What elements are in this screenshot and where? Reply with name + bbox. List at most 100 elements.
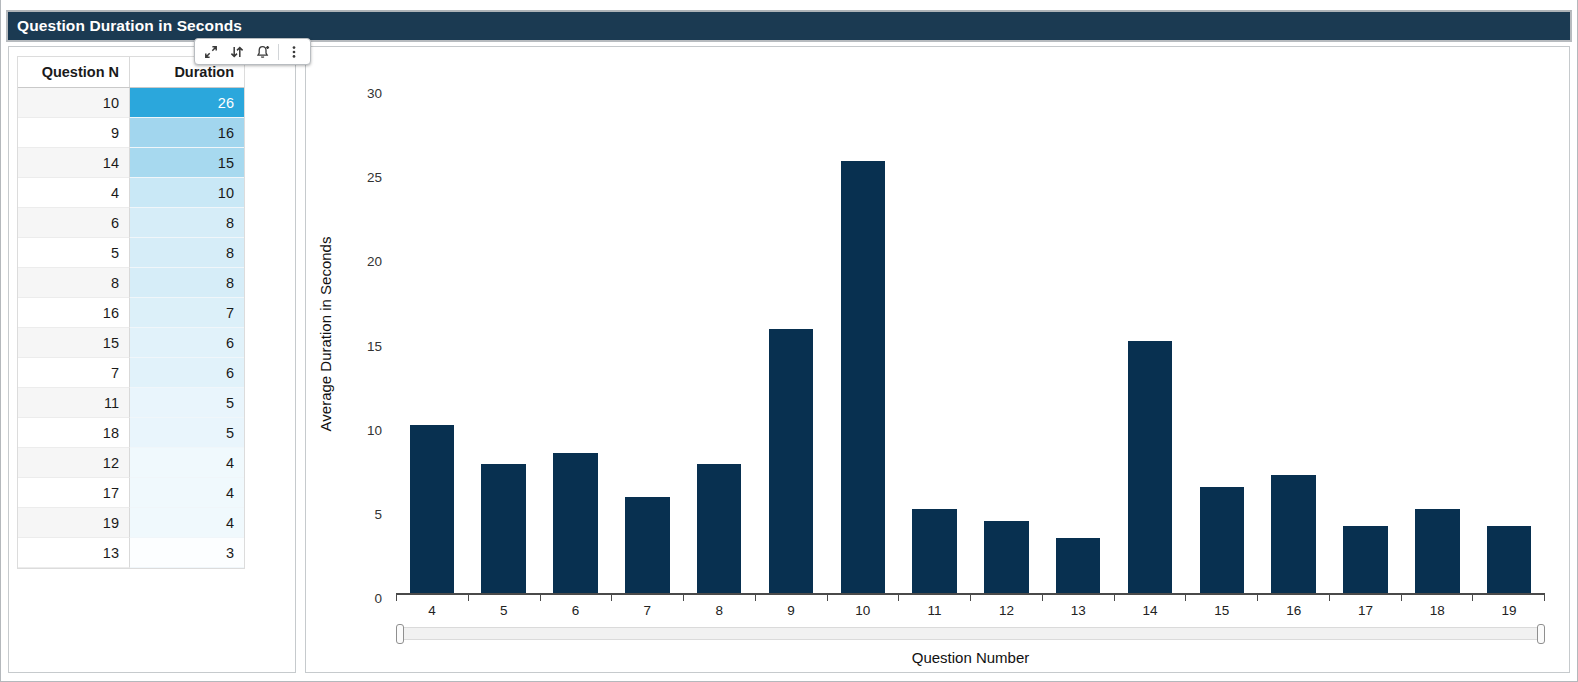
duration-cell[interactable]: 15 [130, 148, 244, 178]
bar-slot [468, 72, 540, 593]
menu-button[interactable] [283, 41, 305, 62]
duration-cell[interactable]: 8 [130, 238, 244, 268]
table-row[interactable]: 410 [18, 178, 244, 208]
question-cell[interactable]: 4 [18, 178, 130, 208]
table-row[interactable]: 68 [18, 208, 244, 238]
bar-question-4[interactable] [410, 425, 455, 593]
bar-question-10[interactable] [841, 161, 886, 593]
table-row[interactable]: 185 [18, 418, 244, 448]
bar-question-18[interactable] [1415, 509, 1460, 593]
duration-cell[interactable]: 5 [130, 388, 244, 418]
bar-question-6[interactable] [553, 453, 598, 593]
bar-slot [1401, 72, 1473, 593]
table-row[interactable]: 133 [18, 538, 244, 568]
bar-question-19[interactable] [1487, 526, 1532, 593]
maximize-button[interactable] [200, 41, 222, 62]
question-cell[interactable]: 5 [18, 238, 130, 268]
bar-question-11[interactable] [912, 509, 957, 593]
bar-question-5[interactable] [481, 464, 526, 594]
column-header-question[interactable]: Question N [18, 57, 130, 87]
bar-slot [396, 72, 468, 593]
question-cell[interactable]: 10 [18, 88, 130, 118]
table-row[interactable]: 194 [18, 508, 244, 538]
question-cell[interactable]: 15 [18, 328, 130, 358]
duration-cell[interactable]: 6 [130, 328, 244, 358]
table-row[interactable]: 88 [18, 268, 244, 298]
bar-slot [1114, 72, 1186, 593]
duration-cell[interactable]: 4 [130, 448, 244, 478]
duration-cell[interactable]: 8 [130, 208, 244, 238]
y-tick-label: 15 [367, 339, 382, 354]
x-tick-mark [1042, 595, 1114, 601]
duration-cell[interactable]: 6 [130, 358, 244, 388]
question-cell[interactable]: 18 [18, 418, 130, 448]
bar-slot [755, 72, 827, 593]
table-row[interactable]: 76 [18, 358, 244, 388]
question-cell[interactable]: 11 [18, 388, 130, 418]
question-cell[interactable]: 9 [18, 118, 130, 148]
question-cell[interactable]: 19 [18, 508, 130, 538]
sort-button[interactable] [226, 41, 248, 62]
table-row[interactable]: 58 [18, 238, 244, 268]
duration-cell[interactable]: 4 [130, 508, 244, 538]
x-tick-label: 12 [971, 603, 1043, 625]
x-axis-scrollbar[interactable] [396, 627, 1545, 640]
bar-question-12[interactable] [984, 521, 1029, 593]
dashboard-widget: Question Duration in Seconds [0, 0, 1578, 682]
table-row[interactable]: 1026 [18, 88, 244, 118]
y-tick-label: 20 [367, 254, 382, 269]
duration-cell[interactable]: 8 [130, 268, 244, 298]
table-row[interactable]: 916 [18, 118, 244, 148]
duration-cell[interactable]: 5 [130, 418, 244, 448]
table-row[interactable]: 167 [18, 298, 244, 328]
question-cell[interactable]: 17 [18, 478, 130, 508]
x-tick-label: 18 [1401, 603, 1473, 625]
x-tick-label: 19 [1473, 603, 1545, 625]
table-row[interactable]: 124 [18, 448, 244, 478]
x-tick-label: 15 [1186, 603, 1258, 625]
x-tick-mark [1472, 595, 1544, 601]
bar-question-15[interactable] [1200, 487, 1245, 593]
bar-question-14[interactable] [1128, 341, 1173, 593]
bar-slot [1473, 72, 1545, 593]
x-axis-labels: 45678910111213141516171819 [396, 603, 1545, 625]
question-cell[interactable]: 7 [18, 358, 130, 388]
scrollbar-right-handle[interactable] [1537, 624, 1545, 644]
bar-question-13[interactable] [1056, 538, 1101, 594]
question-cell[interactable]: 12 [18, 448, 130, 478]
duration-cell[interactable]: 10 [130, 178, 244, 208]
bar-question-7[interactable] [625, 497, 670, 593]
table-row[interactable]: 156 [18, 328, 244, 358]
bar-slot [1042, 72, 1114, 593]
bar-question-17[interactable] [1343, 526, 1388, 593]
duration-cell[interactable]: 26 [130, 88, 244, 118]
table-row[interactable]: 115 [18, 388, 244, 418]
x-tick-mark [540, 595, 612, 601]
duration-cell[interactable]: 7 [130, 298, 244, 328]
bar-slot [1330, 72, 1402, 593]
duration-cell[interactable]: 16 [130, 118, 244, 148]
widget-title: Question Duration in Seconds [8, 17, 242, 35]
duration-cell[interactable]: 4 [130, 478, 244, 508]
scrollbar-left-handle[interactable] [396, 624, 404, 644]
plot-area [396, 72, 1545, 595]
x-tick-mark [827, 595, 899, 601]
question-cell[interactable]: 6 [18, 208, 130, 238]
table-row[interactable]: 174 [18, 478, 244, 508]
question-cell[interactable]: 13 [18, 538, 130, 568]
alert-button[interactable] [252, 41, 274, 62]
y-tick-label: 30 [367, 86, 382, 101]
x-tick-mark [898, 595, 970, 601]
x-tick-label: 9 [755, 603, 827, 625]
duration-cell[interactable]: 3 [130, 538, 244, 568]
bar-question-9[interactable] [769, 329, 814, 593]
table-row[interactable]: 1415 [18, 148, 244, 178]
y-tick-label: 25 [367, 170, 382, 185]
bar-question-16[interactable] [1271, 475, 1316, 593]
bar-slot [1186, 72, 1258, 593]
question-cell[interactable]: 8 [18, 268, 130, 298]
x-axis-title: Question Number [396, 649, 1545, 666]
question-cell[interactable]: 16 [18, 298, 130, 328]
question-cell[interactable]: 14 [18, 148, 130, 178]
bar-question-8[interactable] [697, 464, 742, 594]
